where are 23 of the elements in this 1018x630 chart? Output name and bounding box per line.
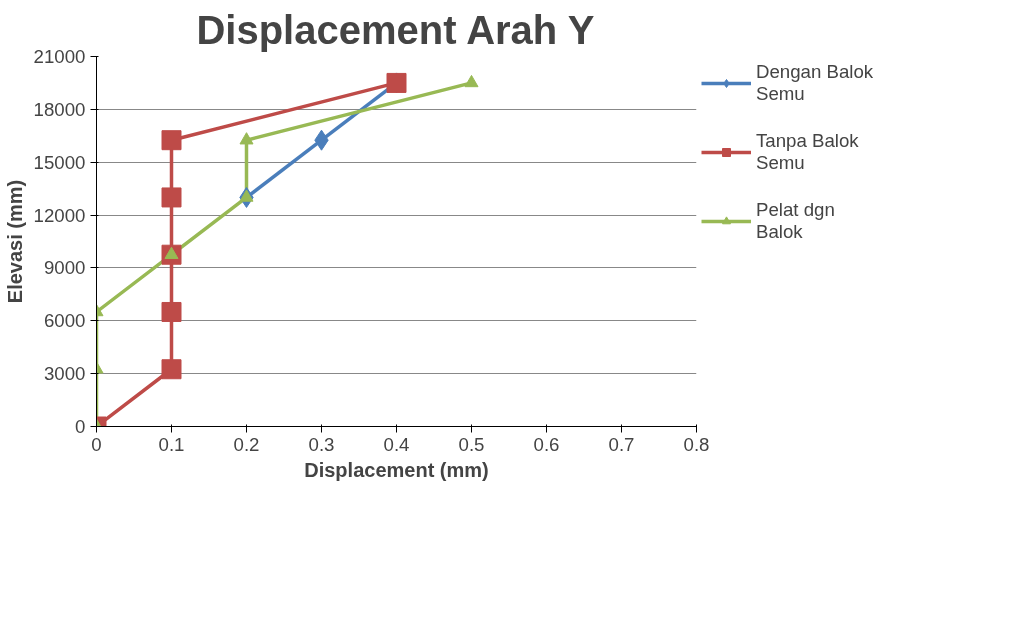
x-axis-title: Displacement (mm) (304, 458, 489, 481)
x-tick-label: 0.3 (308, 433, 335, 455)
x-tick-label: 0.4 (383, 433, 410, 455)
y-tick-label: 6000 (44, 310, 86, 332)
legend-label: Pelat dgn Balok (756, 199, 835, 243)
x-tick-label: 0.2 (233, 433, 260, 455)
legend-label: Tanpa Balok Semu (756, 130, 859, 174)
x-tick-label: 0 (91, 433, 102, 455)
x-tick-label: 0.7 (608, 433, 635, 455)
chart-title: Displacement Arah Y (196, 7, 595, 52)
legend-label: Dengan Balok Semu (756, 61, 874, 105)
y-tick-label: 0 (75, 416, 86, 437)
x-tick-label: 0.1 (158, 433, 185, 455)
x-tick-label: 0.6 (533, 433, 560, 455)
y-tick-label: 15000 (33, 151, 86, 173)
y-tick-label: 9000 (44, 257, 86, 279)
x-tick-label: 0.8 (683, 433, 710, 455)
y-tick-label: 3000 (44, 363, 86, 385)
y-tick-label: 12000 (33, 204, 86, 226)
y-axis-title: Elevasi (mm) (3, 179, 26, 304)
y-tick-label: 21000 (33, 46, 86, 67)
y-tick-label: 18000 (33, 98, 86, 120)
x-tick-label: 0.5 (458, 433, 485, 455)
